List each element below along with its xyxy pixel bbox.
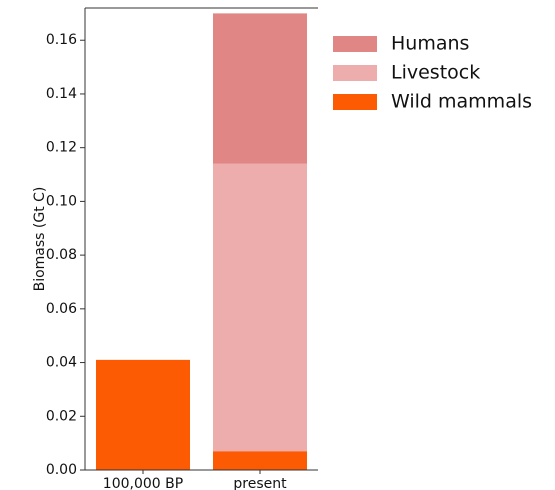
legend-swatch <box>333 65 377 81</box>
y-tick-label: 0.02 <box>46 408 77 424</box>
x-tick-label: 100,000 BP <box>103 476 183 490</box>
x-ticks-group: 100,000 BP present <box>103 470 287 490</box>
legend-label: Wild mammals <box>391 91 532 113</box>
legend-label: Humans <box>391 33 469 55</box>
bar-livestock-1 <box>213 163 307 452</box>
bar-wild-mammals-1 <box>213 451 307 470</box>
legend-label: Livestock <box>391 62 480 84</box>
legend-swatch <box>333 36 377 52</box>
y-tick-label: 0.12 <box>46 140 77 156</box>
x-tick-label: present <box>233 476 287 490</box>
y-tick-label: 0.14 <box>46 86 77 102</box>
legend: Humans Livestock Wild mammals <box>333 33 532 113</box>
y-ticks-group: 0.00 0.02 0.04 0.06 0.08 0.10 0.12 0.14 0.16 <box>46 32 85 478</box>
y-tick-label: 0.06 <box>46 301 77 317</box>
y-axis-label: Biomass (Gt C) <box>32 187 48 292</box>
y-tick-label: 0.08 <box>46 247 77 263</box>
bar-humans-1 <box>213 13 307 164</box>
bars-group <box>96 13 307 470</box>
axes-group <box>84 7 318 471</box>
y-tick-label: 0.16 <box>46 32 77 48</box>
y-tick-label: 0.10 <box>46 193 77 209</box>
y-tick-label: 0.04 <box>46 355 77 371</box>
legend-swatch <box>333 94 377 110</box>
bar-wild-mammals-0 <box>96 359 190 470</box>
y-tick-label: 0.00 <box>46 462 77 478</box>
